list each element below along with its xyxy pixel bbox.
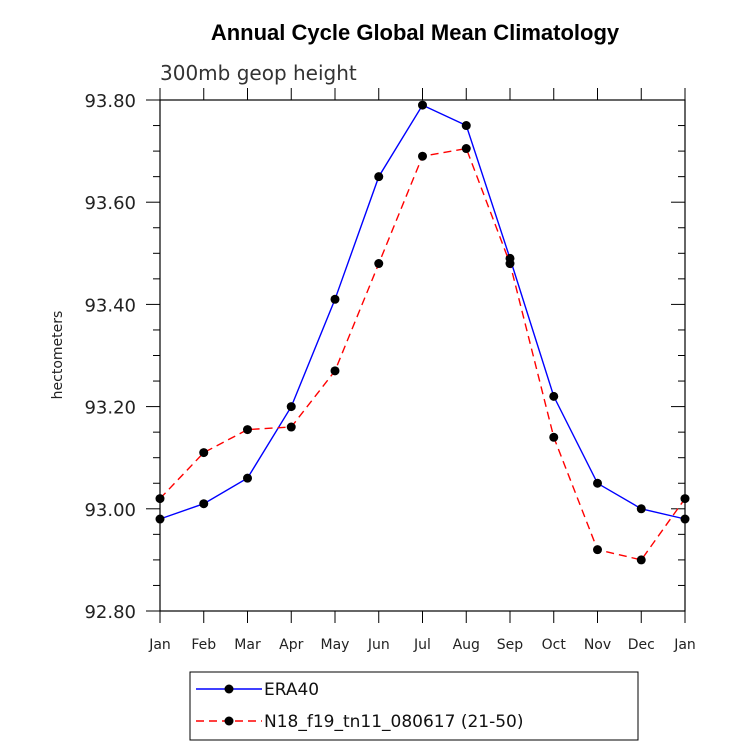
series-0-point [155, 514, 165, 524]
chart-title: Annual Cycle Global Mean Climatology [211, 20, 620, 45]
chart-subtitle: 300mb geop height [160, 61, 357, 85]
legend-box [189, 671, 639, 741]
series-0-point [418, 100, 427, 110]
x-tick-label: May [321, 637, 350, 653]
series-1-point [286, 422, 296, 432]
legend-marker-1 [224, 716, 234, 726]
x-axis: Jan Feb Mar Apr May Jun Jul Aug Sep Oct Nov Dec Jan [148, 88, 696, 653]
x-tick-label: Mar [234, 637, 261, 653]
legend: ERA40 N18_f19_tn11_080617 (21-50) [189, 671, 639, 741]
x-tick-label: Nov [584, 637, 611, 653]
x-tick-label: Jun [367, 637, 390, 653]
series-0-point [549, 391, 559, 401]
plot-frame [159, 99, 686, 612]
series-1-point [155, 494, 165, 504]
x-tick-label: Feb [191, 637, 216, 653]
x-tick-label: Aug [453, 637, 480, 653]
series-1-point [374, 259, 384, 269]
series-1-point [199, 448, 209, 458]
series-1-point [505, 259, 515, 269]
series-0-point [374, 172, 384, 182]
x-tick-label: Oct [542, 637, 567, 653]
legend-label-1: N18_f19_tn11_080617 (21-50) [264, 712, 524, 732]
series-0-point [199, 499, 209, 509]
series-1-point [243, 425, 252, 435]
series-0-point [286, 402, 296, 412]
series-1-point [461, 144, 471, 154]
y-tick-label: 93.40 [84, 295, 136, 316]
x-tick-label: Jul [413, 637, 431, 653]
series-1-point [330, 366, 340, 376]
x-tick-label: Sep [497, 637, 524, 653]
legend-label-0: ERA40 [264, 680, 319, 700]
series-0-point [243, 473, 252, 483]
series-0-point [680, 514, 690, 524]
series-0-point [636, 504, 646, 514]
series-0-point [330, 294, 340, 304]
series-line-0 [159, 104, 686, 520]
x-tick-label: Dec [628, 637, 655, 653]
series-1-point [680, 494, 690, 504]
series-layer [155, 100, 690, 565]
series-0-point [461, 121, 471, 131]
y-axis-label: hectometers [50, 311, 66, 400]
series-1-point [549, 432, 559, 442]
legend-marker-0 [224, 684, 234, 694]
y-tick-label: 93.00 [84, 500, 136, 521]
x-tick-label: Apr [279, 637, 303, 653]
y-tick-label: 93.80 [84, 91, 136, 112]
x-tick-label: Jan [148, 637, 171, 653]
y-tick-label: 93.20 [84, 398, 136, 419]
y-tick-label: 92.80 [84, 602, 136, 623]
series-1-point [636, 555, 646, 565]
x-tick-label: Jan [673, 637, 696, 653]
series-1-point [418, 151, 427, 161]
y-tick-label: 93.60 [84, 193, 136, 214]
series-0-point [593, 478, 602, 488]
series-line-1 [159, 147, 686, 561]
y-axis: 92.80 93.00 93.20 93.40 93.60 93.80 [84, 91, 685, 623]
series-1-point [593, 545, 602, 555]
